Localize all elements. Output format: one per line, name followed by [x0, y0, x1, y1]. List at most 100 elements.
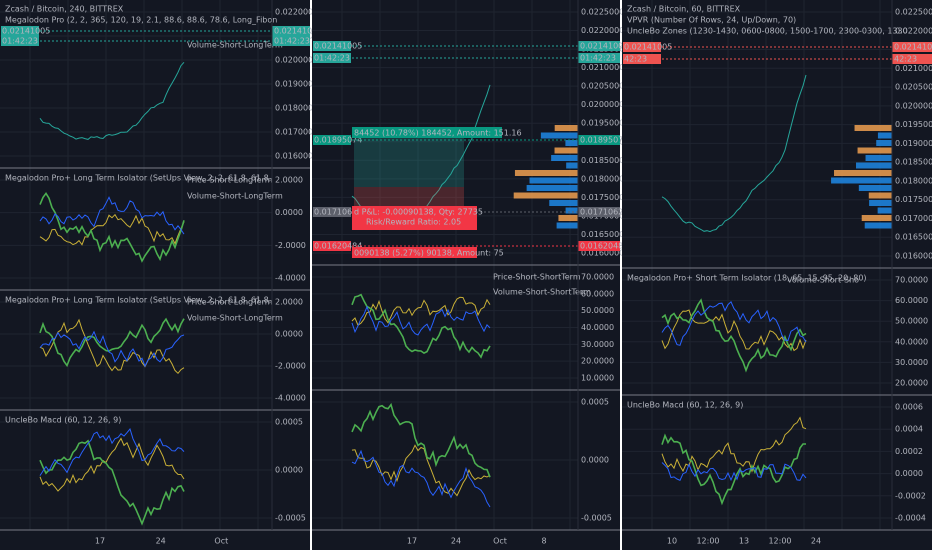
price-tag: [313, 207, 351, 217]
chart-header: Zcash / Bitcoin, 240, BITTREX: [5, 5, 124, 14]
volume-profile: [554, 147, 578, 154]
volume-profile: [831, 177, 892, 184]
indicator-line: [351, 296, 491, 326]
price-tag: [578, 41, 620, 51]
volume-profile: [857, 147, 892, 154]
indicator-line: [661, 300, 807, 346]
price-tag: [1, 36, 39, 46]
axis-label: 0.0005: [275, 418, 303, 427]
pane-title: UncleBo Macd (60, 12, 26, 9): [627, 401, 743, 410]
axis-label: 0.01950000: [581, 119, 629, 128]
axis-label: 0.0000: [581, 456, 609, 465]
x-tick-label: 24: [451, 537, 461, 546]
position-box: [352, 206, 477, 230]
price-tag: [578, 207, 620, 217]
axis-label: -0.0004: [895, 514, 926, 523]
price-tag-text: 0.02141005: [624, 43, 672, 52]
axis-label: 20.0000: [581, 357, 614, 366]
axis-label: 20.0000: [895, 379, 928, 388]
price-tag: [313, 53, 351, 63]
position-box: [352, 247, 477, 258]
axis-label: 0.02100000: [581, 63, 629, 72]
price-tag: [272, 26, 310, 36]
axis-label: -2.0000: [275, 362, 306, 371]
volume-profile: [551, 155, 578, 161]
pane-title: Megalodon Pro+ Long Term Isolator (SetUp…: [5, 296, 271, 305]
axis-label: 0.01650000: [895, 233, 932, 242]
pane-title: UncleBo Macd (60, 12, 26, 9): [5, 416, 121, 425]
axis-label: 0.01750000: [895, 195, 932, 204]
volume-profile: [540, 132, 578, 139]
pane-title: Megalodon Pro+ Short Term Isolator (18, …: [627, 274, 867, 283]
volume-profile: [513, 192, 578, 199]
price-tag-text: 0.01710622: [580, 208, 628, 217]
x-tick-label: 10: [667, 537, 677, 546]
volume-profile: [549, 200, 578, 206]
x-tick-label: Oct: [493, 537, 507, 546]
axis-label: 10.0000: [581, 374, 614, 383]
volume-profile: [869, 200, 892, 206]
price-tag-text: 0.01620484: [580, 242, 628, 251]
price-tag: [623, 42, 661, 52]
indicator-line: [39, 196, 185, 235]
indicator-line: [39, 427, 185, 476]
position-text: d P&L: -0.00090138, Qty: 27735: [354, 208, 483, 217]
series-label: Volume-Short-LongTerm: [187, 314, 283, 323]
indicator-line: [39, 330, 185, 368]
position-text: 84452 (10.78%) 184452, Amount: 151.16: [354, 129, 522, 138]
price-tag: [578, 135, 620, 145]
chart-header: Megalodon Pro (2, 2, 365, 120, 19, 2.1, …: [5, 16, 277, 25]
price-tag-text: 0.02141005: [894, 43, 932, 52]
x-tick-label: 12:00: [768, 537, 791, 546]
indicator-line: [351, 449, 491, 508]
indicator-line: [661, 433, 806, 506]
axis-label: -0.0005: [275, 514, 306, 523]
indicator-line: [351, 293, 491, 359]
axis-label: 0.0002: [895, 447, 923, 456]
x-axis: [622, 530, 932, 550]
axis-label: 0.01800000: [895, 176, 932, 185]
axis-label: 0.02000000: [581, 100, 629, 109]
volume-profile: [529, 177, 578, 184]
price-tag-text: 01:42:23: [580, 54, 616, 63]
volume-profile: [565, 140, 578, 146]
price-tag: [892, 54, 932, 64]
axis-label: 60.0000: [581, 289, 614, 298]
price-tag-text: 0.01895074: [580, 136, 628, 145]
indicator-line: [39, 61, 185, 140]
volume-profile: [566, 162, 578, 169]
volume-profile: [565, 207, 578, 214]
x-axis: [312, 530, 620, 550]
axis-label: 0.01650000: [581, 230, 629, 239]
axis-label: 2.0000: [275, 176, 303, 185]
price-tag-text: 0.02141005: [274, 27, 322, 36]
series-label: Price-Short-LongTerm: [187, 176, 273, 185]
axis-label: 0.0000: [275, 208, 303, 217]
series-label: Volume-Short-ShortTerm: [493, 288, 591, 297]
volume-profile: [514, 170, 578, 176]
volume-profile: [865, 155, 892, 161]
position-target: [354, 132, 464, 187]
pane-title: Megalodon Pro+ Long Term Isolator (SetUp…: [5, 174, 271, 183]
volume-profile: [864, 222, 892, 229]
volume-profile: [834, 170, 892, 176]
axis-label: 0.0000: [275, 466, 303, 475]
volume-profile: [858, 185, 892, 191]
price-tag-text: 0.01620484: [314, 242, 362, 251]
axis-label: 0.01800000: [275, 104, 323, 113]
volume-profile: [558, 215, 578, 221]
axis-label: -0.0002: [895, 491, 926, 500]
indicator-line: [39, 318, 185, 375]
indicator-line: [661, 298, 807, 373]
axis-label: 0.01900000: [275, 80, 323, 89]
axis-label: 40.0000: [581, 323, 614, 332]
axis-label: 0.01850000: [895, 158, 932, 167]
axis-label: 0.01850000: [581, 156, 629, 165]
x-tick-label: 12:00: [696, 537, 719, 546]
price-tag-text: 0.01895074: [314, 136, 362, 145]
axis-label: 0.01800000: [581, 174, 629, 183]
volume-profile: [877, 207, 892, 214]
volume-profile: [876, 140, 892, 146]
x-tick-label: 17: [95, 537, 105, 546]
series-label: Price-Short-ShortTerm: [493, 273, 581, 282]
